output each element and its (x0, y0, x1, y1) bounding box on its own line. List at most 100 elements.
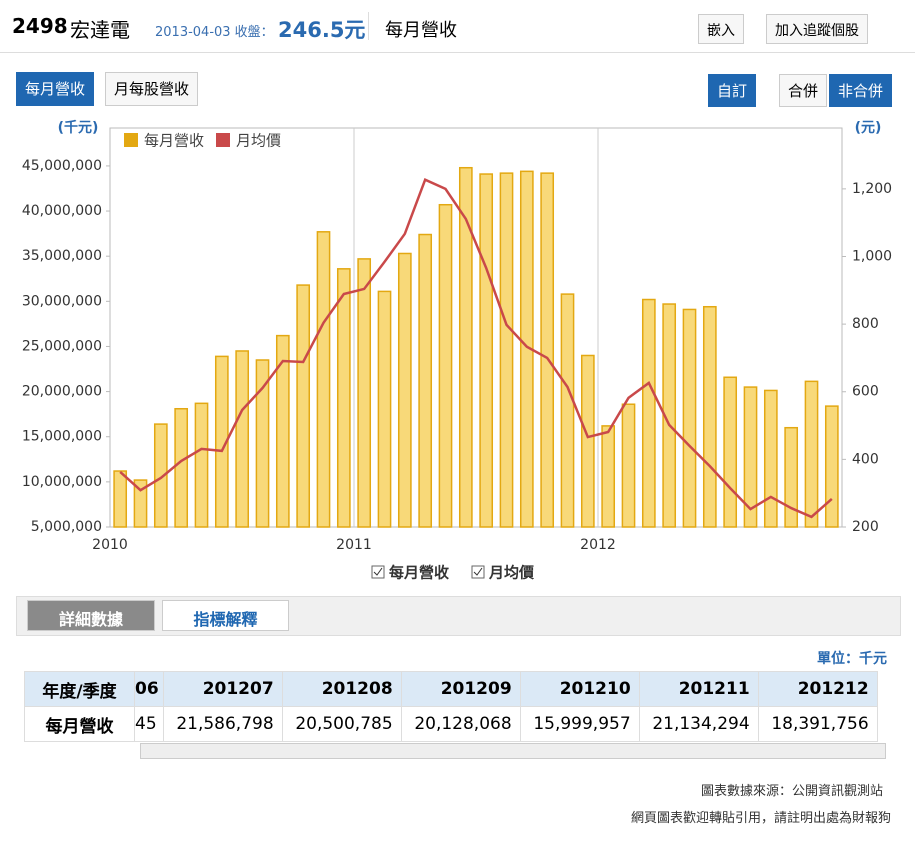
close-price: 246.5元 (278, 18, 366, 42)
y2-tick-label: 400 (852, 451, 879, 467)
bar (763, 389, 778, 528)
bar (296, 284, 311, 528)
bar (458, 166, 473, 528)
table-cell: 18,391,756 (757, 706, 878, 742)
y2-tick-label: 800 (852, 316, 879, 332)
y-tick-label: 10,000,000 (22, 474, 102, 490)
stock-name: 宏達電 (70, 18, 130, 42)
table-header: 年度/季度 06 201207 201208 201209 201210 201211 201… (24, 671, 878, 707)
y-tick-label: 15,000,000 (22, 429, 102, 445)
bar (438, 203, 453, 528)
tab[interactable]: 每月營收 (16, 72, 95, 106)
data-table: 年度/季度 06 201207 201208 201209 201210 201211 201… (24, 671, 878, 742)
column-header: 201212 (757, 671, 878, 707)
bar (357, 258, 372, 528)
bar (153, 423, 168, 528)
bar (540, 172, 555, 528)
track-button[interactable]: 加入追蹤個股 (766, 14, 868, 44)
bar (682, 308, 697, 528)
y-tick-label: 40,000,000 (22, 203, 102, 219)
bar (479, 173, 494, 528)
bar (662, 303, 677, 528)
custom-button[interactable]: 自訂 (708, 74, 757, 107)
column-header: 201210 (519, 671, 640, 707)
y2-tick-label: 1,000 (852, 248, 892, 264)
legend-checkbox (471, 565, 485, 579)
y-unit: (千元) (58, 119, 99, 136)
bar (804, 380, 819, 528)
x-tick-label: 2011 (336, 537, 372, 553)
page-title: 每月營收 (385, 20, 457, 41)
y2-unit: (元) (855, 120, 882, 136)
column-header: 201208 (281, 671, 402, 707)
bar (377, 290, 392, 528)
unit-label: 單位：千元 (817, 651, 887, 667)
column-header: 201211 (638, 671, 759, 707)
tab[interactable]: 月每股營收 (105, 72, 199, 106)
column-header: 年度/季度 (24, 671, 135, 707)
bar (336, 268, 351, 528)
bar (723, 376, 738, 528)
close-date: 2013-04-03 收盤： (155, 25, 274, 40)
y-tick-label: 35,000,000 (22, 248, 102, 264)
merged-button[interactable]: 合併 (779, 74, 828, 107)
y2-tick-label: 200 (852, 519, 879, 535)
bar (784, 426, 799, 528)
bar (580, 354, 595, 528)
detail-tab[interactable]: 指標解釋 (162, 600, 289, 631)
y-tick-label: 20,000,000 (22, 384, 102, 400)
bar (214, 355, 229, 528)
detail-tab[interactable]: 詳細數據 (27, 600, 155, 631)
table-cell: 每月營收 (24, 706, 135, 742)
price-line (119, 178, 833, 519)
bar (133, 479, 148, 528)
legend-swatch (124, 133, 138, 147)
y-tick-label: 30,000,000 (22, 293, 102, 309)
column-header: 201207 (162, 671, 283, 707)
table-cell: 20,500,785 (281, 706, 402, 742)
bar (743, 386, 758, 528)
y-tick-label: 45,000,000 (22, 158, 102, 174)
legend-swatch (216, 133, 230, 147)
header (0, 0, 915, 53)
table-row: 每月營收 45 21,586,798 20,500,785 20,128,068 15,9… (24, 706, 878, 742)
bar (235, 350, 250, 528)
legend-label: 月均價 (236, 132, 281, 150)
x-tick-label: 2012 (580, 537, 616, 553)
legend-checkbox (371, 565, 385, 579)
scrollbar[interactable] (140, 743, 886, 759)
bar (397, 252, 412, 528)
stock-code: 2498 (12, 14, 68, 38)
table-cell: 21,134,294 (638, 706, 759, 742)
bar (418, 233, 433, 528)
embed-button[interactable]: 嵌入 (698, 14, 744, 44)
y-tick-label: 5,000,000 (31, 519, 102, 535)
bar (702, 305, 717, 528)
unmerged-button[interactable]: 非合併 (829, 74, 893, 107)
bar (174, 407, 189, 528)
table-cell: 20,128,068 (400, 706, 521, 742)
bar (560, 293, 575, 528)
legend-label: 月均價 (488, 564, 535, 582)
bar (601, 425, 616, 528)
check (373, 567, 383, 576)
chart: (千元) (元) 5,000,000 10,000,000 15,000,000 20… (22, 119, 892, 582)
y2-tick-label: 600 (852, 384, 879, 400)
check (473, 567, 483, 576)
y-tick-label: 25,000,000 (22, 338, 102, 354)
column-header: 201209 (400, 671, 521, 707)
x-tick-label: 2010 (92, 537, 128, 553)
bar (621, 403, 636, 528)
divider (368, 12, 369, 40)
table-cell: 15,999,957 (519, 706, 640, 742)
table-cell: 21,586,798 (162, 706, 283, 742)
column-header: 06 (134, 671, 164, 707)
bar (194, 402, 209, 528)
footer-line: 圖表數據來源：公開資訊觀測站 (700, 784, 883, 799)
bar (275, 334, 290, 528)
bar (255, 359, 270, 528)
bar (499, 172, 514, 528)
legend-label: 每月營收 (144, 132, 204, 150)
plot-border (109, 127, 843, 528)
